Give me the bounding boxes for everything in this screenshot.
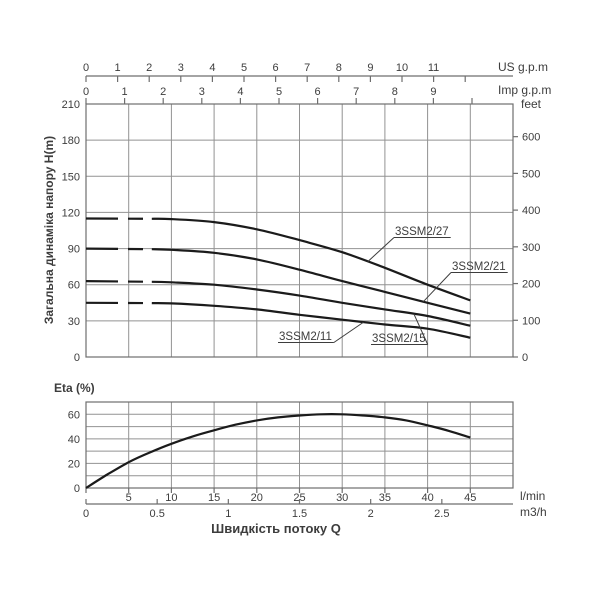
lmin-tick-label: 35 xyxy=(379,492,391,504)
leader-line-3ssm2-15 xyxy=(413,313,429,345)
head-ytick-label: 180 xyxy=(62,135,80,147)
eta-chart-title: Eta (%) xyxy=(54,381,95,395)
eta-ytick-label: 0 xyxy=(74,483,80,495)
us-tick-label: 4 xyxy=(209,62,215,74)
us-tick-label: 9 xyxy=(367,62,373,74)
lmin-tick-label: 5 xyxy=(126,492,132,504)
m3h-axis: 0 0.5 1 1.5 2 2.5 m3/h xyxy=(83,499,547,520)
head-ytick-label: 60 xyxy=(68,280,80,292)
eta-ytick-label: 60 xyxy=(68,409,80,421)
us-tick-label: 7 xyxy=(304,62,310,74)
head-plot-border xyxy=(85,103,514,358)
head-curve-3ssm2-15 xyxy=(151,280,471,327)
head-curve-3ssm2-11 xyxy=(151,302,471,339)
lmin-tick-label: 40 xyxy=(421,492,433,504)
leader-line-3ssm2-11 xyxy=(333,321,364,343)
us-tick-label: 10 xyxy=(396,62,408,74)
m3h-tick-label: 2.5 xyxy=(434,508,449,520)
lmin-tick-label: 45 xyxy=(464,492,476,504)
imp-tick-label: 7 xyxy=(353,86,359,98)
feet-tick-label: 100 xyxy=(522,315,540,327)
head-curve-dashed-3ssm2-21 xyxy=(85,247,152,251)
us-tick-label: 1 xyxy=(115,62,121,74)
m3h-axis-title: m3/h xyxy=(520,505,547,519)
series-label-3ssm2-21: 3SSM2/21 xyxy=(452,261,506,273)
us-tick-label: 2 xyxy=(146,62,152,74)
us-tick-label: 11 xyxy=(428,62,439,74)
head-ytick-label: 0 xyxy=(74,352,80,364)
feet-axis: feet 600 500 400 300 200 100 0 xyxy=(513,97,542,364)
m3h-tick-label: 2 xyxy=(368,508,374,520)
feet-axis-title: feet xyxy=(521,97,542,111)
m3h-tick-label: 0.5 xyxy=(150,508,165,520)
lmin-tick-label: 25 xyxy=(293,492,305,504)
flow-axis-title: Швидкість потоку Q xyxy=(211,521,341,536)
imp-gpm-axis: 0 1 2 3 4 5 6 7 8 9 Imp g.p.m xyxy=(83,83,551,104)
series-label-3ssm2-27: 3SSM2/27 xyxy=(395,226,449,238)
eta-ytick-label: 20 xyxy=(68,458,80,470)
lmin-axis: 5 10 15 20 25 30 35 40 45 l/min xyxy=(85,488,545,504)
leader-line-3ssm2-21 xyxy=(422,272,452,303)
feet-tick-label: 0 xyxy=(522,352,528,364)
imp-tick-label: 4 xyxy=(237,86,243,98)
lmin-tick-label: 10 xyxy=(165,492,177,504)
leader-line-3ssm2-27 xyxy=(367,237,395,262)
imp-axis-title: Imp g.p.m xyxy=(498,83,551,97)
lmin-tick-label: 15 xyxy=(208,492,220,504)
head-grid xyxy=(86,104,513,357)
imp-tick-label: 5 xyxy=(276,86,282,98)
imp-tick-label: 1 xyxy=(122,86,128,98)
head-ytick-label: 120 xyxy=(62,207,80,219)
imp-tick-label: 3 xyxy=(199,86,205,98)
feet-tick-label: 300 xyxy=(522,242,540,254)
us-tick-label: 5 xyxy=(241,62,247,74)
eta-ytick-label: 40 xyxy=(68,434,80,446)
lmin-tick-label: 20 xyxy=(251,492,263,504)
head-ytick-label: 30 xyxy=(68,316,80,328)
head-y-left-axis: 210 180 150 120 90 60 30 0 Загальна динаміка нап… xyxy=(42,99,80,364)
series-label-3ssm2-11: 3SSM2/11 xyxy=(279,331,332,343)
head-curve-3ssm2-27 xyxy=(151,217,471,302)
feet-tick-label: 400 xyxy=(522,205,540,217)
head-ytick-label: 210 xyxy=(62,99,80,111)
us-gpm-axis: 0 1 2 3 4 5 6 7 8 9 10 11 US g.p.m xyxy=(83,60,548,82)
head-ytick-label: 90 xyxy=(68,244,80,256)
m3h-tick-label: 1.5 xyxy=(292,508,307,520)
imp-tick-label: 9 xyxy=(430,86,436,98)
feet-tick-label: 200 xyxy=(522,279,540,291)
imp-tick-label: 8 xyxy=(392,86,398,98)
eta-chart: Eta (%) 60 40 20 0 5 10 15 20 25 30 35 40 45 l/min 0 0.5… xyxy=(54,381,547,536)
eta-y-axis: 60 40 20 0 xyxy=(68,409,80,495)
m3h-tick-label: 0 xyxy=(83,508,89,520)
imp-tick-label: 0 xyxy=(83,86,89,98)
us-tick-label: 3 xyxy=(178,62,184,74)
lmin-tick-label: 30 xyxy=(336,492,348,504)
head-curve-dashed-3ssm2-15 xyxy=(85,280,152,283)
series-label-3ssm2-15: 3SSM2/15 xyxy=(372,333,426,345)
eta-grid xyxy=(86,402,513,488)
feet-tick-label: 600 xyxy=(522,132,540,144)
head-ytick-label: 150 xyxy=(62,171,80,183)
imp-tick-label: 2 xyxy=(160,86,166,98)
us-axis-title: US g.p.m xyxy=(498,60,548,74)
lmin-axis-title: l/min xyxy=(520,489,545,503)
us-tick-label: 8 xyxy=(336,62,342,74)
eta-curve xyxy=(85,413,471,489)
us-tick-label: 6 xyxy=(273,62,279,74)
m3h-tick-label: 1 xyxy=(225,508,231,520)
head-y-axis-title: Загальна динаміка напору H(m) xyxy=(42,136,56,324)
us-tick-label: 0 xyxy=(83,62,89,74)
imp-tick-label: 6 xyxy=(315,86,321,98)
feet-tick-label: 500 xyxy=(522,168,540,180)
head-curve-3ssm2-21 xyxy=(151,248,471,315)
